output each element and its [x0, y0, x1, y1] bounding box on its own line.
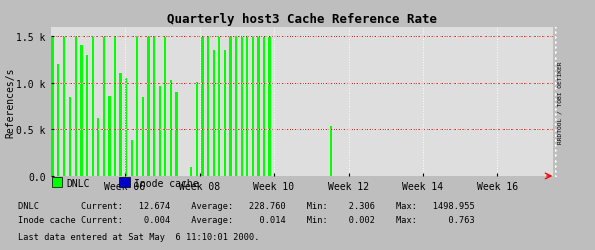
Text: RRDTOOL / TOBI OETIKER: RRDTOOL / TOBI OETIKER [558, 61, 562, 143]
Text: DNLC: DNLC [67, 179, 90, 189]
Text: Inode cache: Inode cache [134, 179, 199, 189]
Title: Quarterly host3 Cache Reference Rate: Quarterly host3 Cache Reference Rate [167, 14, 437, 26]
Text: DNLC        Current:   12.674    Average:   228.760    Min:    2.306    Max:   1: DNLC Current: 12.674 Average: 228.760 Mi… [18, 201, 475, 210]
Text: Inode cache Current:    0.004    Average:     0.014    Min:    0.002    Max:    : Inode cache Current: 0.004 Average: 0.01… [18, 215, 475, 224]
Text: Last data entered at Sat May  6 11:10:01 2000.: Last data entered at Sat May 6 11:10:01 … [18, 232, 259, 241]
Y-axis label: References/s: References/s [5, 67, 15, 137]
